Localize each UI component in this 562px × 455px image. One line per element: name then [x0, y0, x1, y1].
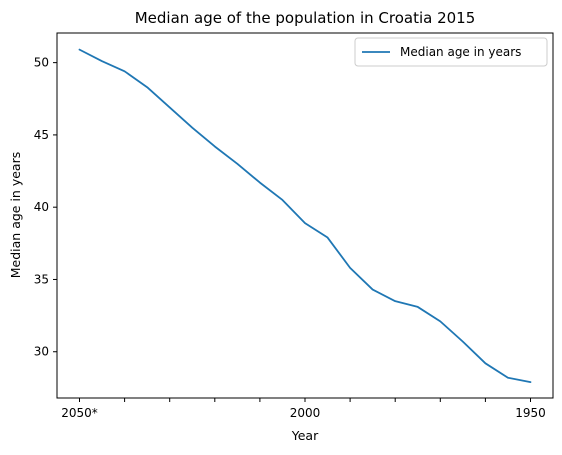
x-axis: 2050* 2000 1950: [61, 398, 546, 420]
legend-box: [354, 37, 548, 67]
x-tick-label: 1950: [515, 406, 546, 420]
x-axis-title: Year: [291, 428, 319, 443]
legend-label: Median age in years: [400, 45, 521, 59]
y-tick-label: 50: [34, 56, 49, 70]
legend: Median age in years: [354, 37, 548, 67]
y-tick-label: 35: [34, 272, 49, 286]
y-tick-label: 40: [34, 200, 49, 214]
y-axis: 30 35 40 45 50: [34, 56, 57, 359]
chart-title: Median age of the population in Croatia …: [135, 9, 476, 27]
plot-area: [78, 48, 532, 384]
x-tick-label: 2050*: [61, 406, 98, 420]
y-axis-title: Median age in years: [8, 152, 23, 278]
y-tick-label: 45: [34, 128, 49, 142]
x-tick-label: 2000: [290, 406, 321, 420]
plot-frame: [56, 32, 554, 399]
series-line-0: [78, 48, 532, 384]
y-tick-label: 30: [34, 345, 49, 359]
